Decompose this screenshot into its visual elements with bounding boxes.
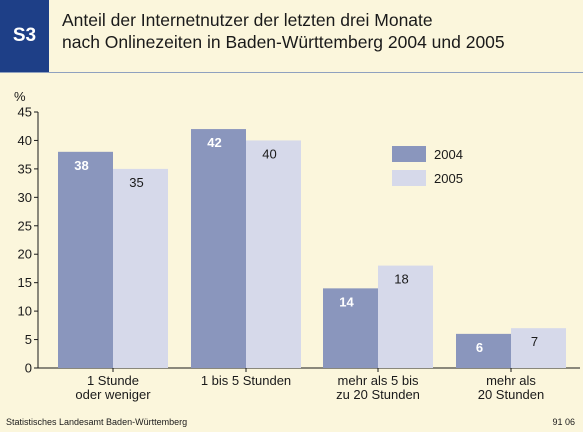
source-note: Statistisches Landesamt Baden-Württember… [6, 417, 188, 427]
bar-value-label: 38 [74, 158, 88, 173]
bar-value-label: 40 [262, 146, 276, 161]
y-tick-label: 45 [18, 105, 32, 120]
y-tick-label: 10 [18, 304, 32, 319]
legend-swatch-2005 [392, 170, 426, 186]
x-category-label: 1 Stunde [87, 373, 139, 388]
bar-2004 [58, 151, 113, 368]
bar-2004 [191, 129, 246, 368]
y-tick-label: 0 [25, 361, 32, 376]
y-tick-label: 20 [18, 247, 32, 262]
chart-title-line-2: nach Onlinezeiten in Baden-Württemberg 2… [62, 32, 505, 52]
bar-value-label: 18 [394, 272, 408, 287]
y-tick-label: 5 [25, 332, 32, 347]
bar-2005 [511, 328, 566, 368]
y-axis-unit-label: % [14, 89, 26, 104]
x-category-label: mehr als [486, 373, 536, 388]
bar-value-label: 35 [129, 175, 143, 190]
x-category-label: zu 20 Stunden [336, 387, 420, 402]
figure-code: 91 06 [552, 417, 575, 427]
y-tick-label: 15 [18, 275, 32, 290]
bar-value-label: 7 [531, 334, 538, 349]
chart-header: S3 Anteil der Internetnutzer der letzten… [0, 0, 583, 73]
bar-2005 [246, 140, 301, 368]
x-category-label: mehr als 5 bis [338, 373, 419, 388]
y-tick-label: 40 [18, 133, 32, 148]
bar-value-label: 6 [476, 340, 483, 355]
bar-2005 [113, 168, 168, 368]
y-tick-label: 30 [18, 190, 32, 205]
bar-2004 [456, 333, 511, 368]
x-category-label: 20 Stunden [478, 387, 545, 402]
bar-value-label: 14 [339, 294, 354, 309]
legend-label: 2004 [434, 147, 463, 162]
bar-value-label: 42 [207, 135, 221, 150]
legend-swatch-2004 [392, 146, 426, 162]
y-tick-label: 35 [18, 161, 32, 176]
chart-title: Anteil der Internetnutzer der letzten dr… [62, 9, 572, 53]
chart-title-line-1: Anteil der Internetnutzer der letzten dr… [62, 10, 433, 30]
legend-label: 2005 [434, 171, 463, 186]
x-category-label: 1 bis 5 Stunden [201, 373, 291, 388]
y-tick-label: 25 [18, 218, 32, 233]
bar-2004 [323, 288, 378, 368]
chart-id-badge: S3 [0, 0, 49, 72]
bar-2005 [378, 265, 433, 368]
x-category-label: oder weniger [75, 387, 151, 402]
